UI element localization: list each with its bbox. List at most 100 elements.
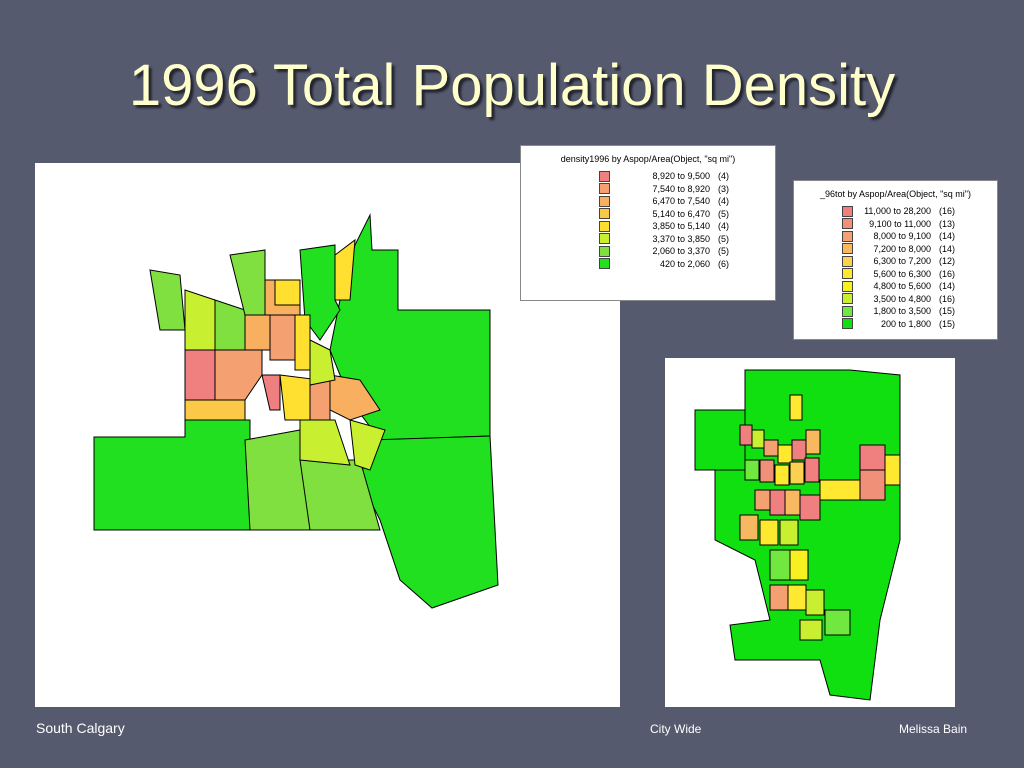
legend-range: 9,100 to 11,000 — [869, 218, 931, 229]
legend-range: 6,470 to 7,540 — [652, 196, 710, 207]
legend-count: (5) — [718, 246, 729, 257]
legend-range: 2,060 to 3,370 — [652, 246, 710, 257]
legend-range: 1,800 to 3,500 — [873, 306, 931, 317]
legend-swatch — [842, 205, 853, 217]
map-region — [769, 549, 791, 581]
caption: Melissa Bain — [899, 722, 968, 736]
legend-entry: 3,500 to 4,800 (16) — [794, 293, 997, 306]
legend-swatch — [842, 280, 853, 292]
map-region — [739, 424, 753, 446]
legend-count: (16) — [939, 293, 956, 304]
legend-count: (3) — [718, 183, 729, 194]
legend-entry: 5,600 to 6,300 (16) — [794, 268, 997, 281]
legend-range: 7,200 to 8,000 — [873, 243, 931, 254]
legend-entry: 420 to 2,060 (6) — [521, 258, 775, 271]
city-map — [694, 369, 901, 701]
map-region — [309, 379, 331, 421]
legend-range: 3,850 to 5,140 — [652, 221, 710, 232]
map-region — [789, 394, 803, 421]
map-region — [787, 584, 807, 611]
legend-count: (14) — [939, 243, 956, 254]
legend-swatch — [599, 233, 610, 245]
legend-swatch — [842, 243, 853, 255]
legend-swatch — [599, 245, 610, 257]
map-region — [739, 514, 759, 541]
legend-entry: 3,370 to 3,850 (5) — [521, 233, 775, 246]
caption: South Calgary — [36, 720, 125, 736]
legend-range: 4,800 to 5,600 — [873, 281, 931, 292]
map-region — [309, 339, 336, 386]
legend-entry: 11,000 to 28,200 (16) — [794, 205, 997, 218]
map-region — [859, 469, 886, 501]
map-region — [779, 519, 799, 546]
legend-count: (4) — [718, 171, 729, 182]
legend-range: 11,000 to 28,200 — [864, 206, 931, 217]
map-region — [824, 609, 851, 636]
legend-entry: 4,800 to 5,600 (14) — [794, 280, 997, 293]
legend-count: (15) — [939, 318, 956, 329]
map-region — [799, 619, 823, 641]
legend-entry: 8,000 to 9,100 (14) — [794, 230, 997, 243]
south-map — [93, 213, 499, 609]
legend-entry: 8,920 to 9,500 (4) — [521, 170, 775, 183]
map-region — [805, 429, 821, 455]
legend-range: 8,000 to 9,100 — [873, 231, 931, 242]
legend-entry: 6,470 to 7,540 (4) — [521, 195, 775, 208]
legend-count: (12) — [939, 256, 956, 267]
legend-count: (14) — [939, 231, 956, 242]
legend-entry: 1,800 to 3,500 (15) — [794, 305, 997, 318]
legend-range: 3,500 to 4,800 — [873, 293, 931, 304]
map-region — [799, 494, 821, 521]
legend-swatch — [842, 255, 853, 267]
legend-entry: 3,850 to 5,140 (4) — [521, 220, 775, 233]
map-region — [751, 429, 765, 449]
legend-entry: 7,200 to 8,000 (14) — [794, 243, 997, 256]
map-region — [763, 439, 779, 457]
map-region — [274, 279, 301, 306]
legend-range: 8,920 to 9,500 — [652, 171, 710, 182]
legend: _96tot by Aspop/Area(Object, "sq mi") 11,… — [793, 180, 998, 340]
map-region — [261, 374, 281, 411]
legend-count: (5) — [718, 233, 729, 244]
legend-count: (6) — [718, 258, 729, 269]
legend-swatch — [842, 218, 853, 230]
legend-count: (15) — [939, 306, 956, 317]
legend-entry: 200 to 1,800 (15) — [794, 318, 997, 331]
map-region — [784, 489, 801, 516]
legend-count: (14) — [939, 281, 956, 292]
map-region — [93, 419, 251, 531]
map-region — [334, 238, 356, 301]
legend-range: 7,540 to 8,920 — [652, 183, 710, 194]
map-region — [184, 399, 246, 421]
legend-swatch — [842, 230, 853, 242]
legend-count: (13) — [939, 218, 956, 229]
map-region — [819, 479, 861, 501]
map-region — [759, 459, 775, 483]
legend-swatch — [842, 305, 853, 317]
slide-title: 1996 Total Population Density — [128, 53, 896, 118]
map-region — [789, 461, 805, 485]
map-region — [769, 584, 789, 611]
legend-range: 5,600 to 6,300 — [873, 268, 931, 279]
legend-swatch — [599, 170, 610, 182]
map-region — [184, 289, 216, 351]
map-region — [349, 419, 386, 471]
map-region — [789, 549, 809, 581]
legend-count: (4) — [718, 221, 729, 232]
legend-swatch — [599, 195, 610, 207]
map-region — [294, 314, 311, 371]
legend-entry: 6,300 to 7,200 (12) — [794, 255, 997, 268]
legend-swatch — [599, 258, 610, 270]
legend-count: (16) — [939, 268, 956, 279]
legend-count: (4) — [718, 196, 729, 207]
map-region — [777, 444, 793, 464]
map-region — [759, 519, 779, 546]
legend-range: 5,140 to 6,470 — [652, 208, 710, 219]
map-region — [804, 457, 820, 483]
map-region — [269, 314, 296, 361]
legend-entry: 2,060 to 3,370 (5) — [521, 245, 775, 258]
legend-swatch — [842, 318, 853, 330]
legend-swatch — [842, 268, 853, 280]
legend-swatch — [599, 220, 610, 232]
